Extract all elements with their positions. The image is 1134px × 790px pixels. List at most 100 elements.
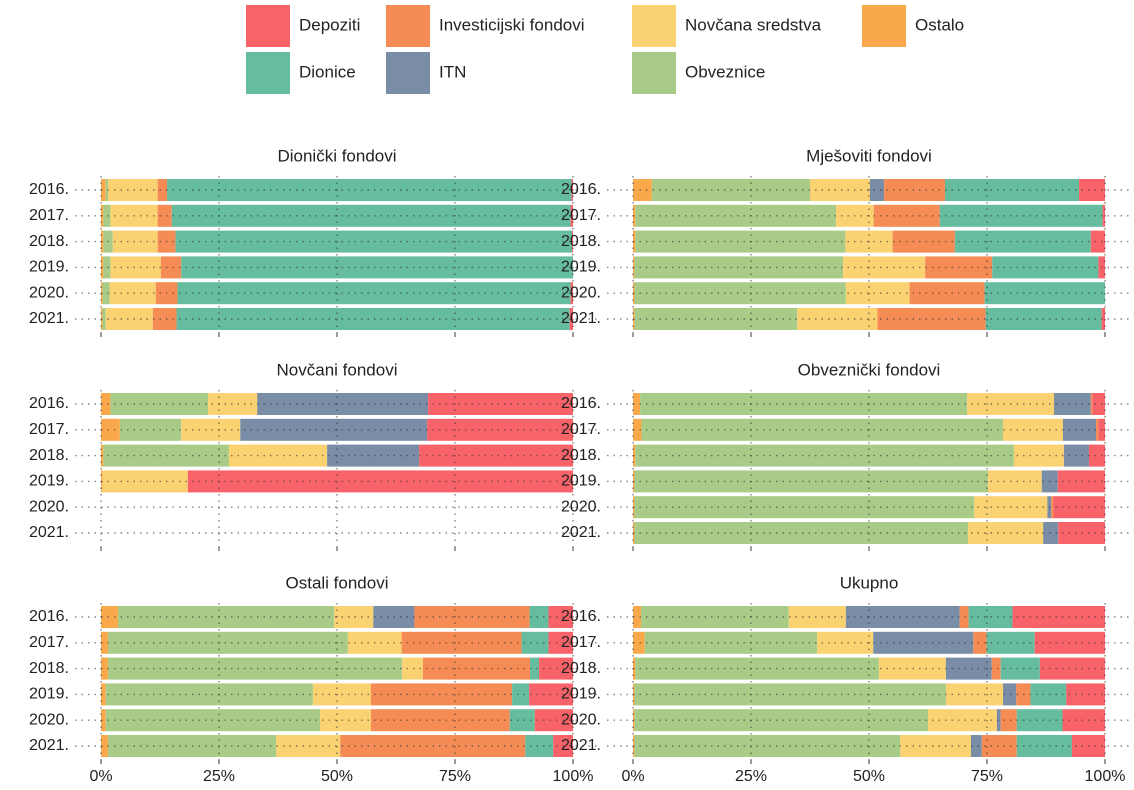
bar-segment	[108, 179, 158, 201]
x-tick-label: 25%	[735, 768, 767, 785]
bar-segment	[1013, 444, 1064, 467]
legend-swatch	[246, 5, 290, 47]
bar-segment	[521, 631, 549, 654]
bar-segment	[187, 470, 573, 493]
y-tick-label: 2019.	[29, 473, 69, 490]
y-tick-label: 2018.	[29, 233, 69, 250]
bar-segment	[939, 204, 1103, 227]
bar-segment	[181, 256, 574, 279]
bar-segment	[633, 179, 652, 201]
legend-label: Novčana sredstva	[685, 15, 822, 34]
y-tick-label: 2021.	[29, 524, 69, 541]
bar-segment	[959, 606, 969, 628]
bar-segment	[970, 735, 982, 757]
bar-segment	[928, 709, 997, 732]
bar-segment	[240, 418, 428, 441]
bar-segment	[981, 735, 1017, 757]
legend-label: Ostalo	[915, 15, 964, 34]
bar-segment	[1016, 735, 1072, 757]
y-tick-label: 2021.	[29, 310, 69, 327]
bar-segment	[320, 709, 371, 732]
bar-segment	[571, 179, 573, 201]
bar-segment	[817, 631, 874, 654]
bar-segment	[102, 282, 110, 305]
y-tick-label: 2020.	[29, 284, 69, 301]
legend-swatch	[246, 52, 290, 94]
bar-segment	[1016, 709, 1063, 732]
bar-segment	[845, 606, 960, 628]
bar-segment	[635, 204, 836, 227]
bar-segment	[117, 606, 335, 628]
bar-segment	[1003, 683, 1017, 706]
bar-segment	[873, 631, 974, 654]
bar-segment	[1079, 179, 1105, 201]
bar-segment	[102, 308, 106, 330]
bar-segment	[167, 179, 572, 201]
bar-segment	[900, 735, 971, 757]
bar-segment	[101, 631, 109, 654]
x-tick-label: 75%	[971, 768, 1003, 785]
legend-swatch	[632, 5, 676, 47]
bar-segment	[152, 308, 177, 330]
bar-segment	[640, 393, 968, 415]
bar-segment	[102, 470, 188, 493]
bar-segment	[1039, 657, 1105, 680]
bar-segment	[1051, 496, 1054, 519]
bar-segment	[327, 444, 420, 467]
bar-segment	[884, 179, 945, 201]
bar-segment	[954, 230, 1091, 253]
bar-segment	[633, 606, 642, 628]
legend-label: ITN	[439, 62, 466, 81]
bar-segment	[634, 282, 846, 305]
bar-segment	[992, 256, 1099, 279]
y-tick-label: 2017.	[561, 634, 601, 651]
bar-segment	[334, 606, 374, 628]
bar-segment	[1090, 393, 1093, 415]
y-tick-label: 2016.	[561, 395, 601, 412]
y-tick-label: 2020.	[29, 498, 69, 515]
bar-segment	[1012, 606, 1105, 628]
bar-segment	[797, 308, 878, 330]
y-tick-label: 2020.	[561, 711, 601, 728]
bar-segment	[845, 282, 910, 305]
bar-segment	[945, 683, 1004, 706]
bar-segment	[548, 631, 573, 654]
bar-segment	[634, 470, 988, 493]
bar-segment	[105, 179, 109, 201]
bar-segment	[529, 683, 573, 706]
x-tick-label: 100%	[1085, 768, 1126, 785]
x-tick-label: 75%	[439, 768, 471, 785]
x-tick-label: 50%	[853, 768, 885, 785]
y-tick-label: 2019.	[29, 686, 69, 703]
bar-segment	[112, 230, 158, 253]
y-tick-label: 2021.	[561, 737, 601, 754]
bar-segment	[1003, 418, 1063, 441]
bar-segment	[641, 606, 789, 628]
y-tick-label: 2019.	[29, 259, 69, 276]
y-tick-label: 2018.	[561, 447, 601, 464]
bar-segment	[402, 657, 423, 680]
y-tick-label: 2018.	[561, 233, 601, 250]
y-tick-label: 2018.	[29, 447, 69, 464]
legend-label: Dionice	[299, 62, 356, 81]
bar-segment	[892, 230, 955, 253]
bar-segment	[101, 393, 111, 415]
y-tick-label: 2018.	[29, 660, 69, 677]
y-tick-label: 2017.	[29, 421, 69, 438]
bar-segment	[401, 631, 522, 654]
bar-segment	[984, 282, 1105, 305]
y-tick-label: 2020.	[29, 711, 69, 728]
bar-segment	[176, 308, 570, 330]
bar-segment	[160, 256, 182, 279]
bar-segment	[101, 418, 120, 441]
bar-segment	[108, 631, 348, 654]
bar-segment	[570, 204, 573, 227]
bar-segment	[1030, 683, 1067, 706]
y-tick-label: 2021.	[561, 310, 601, 327]
bar-segment	[1062, 418, 1097, 441]
bar-segment	[788, 606, 846, 628]
bar-segment	[101, 657, 109, 680]
y-tick-label: 2019.	[561, 686, 601, 703]
bar-segment	[276, 735, 341, 757]
